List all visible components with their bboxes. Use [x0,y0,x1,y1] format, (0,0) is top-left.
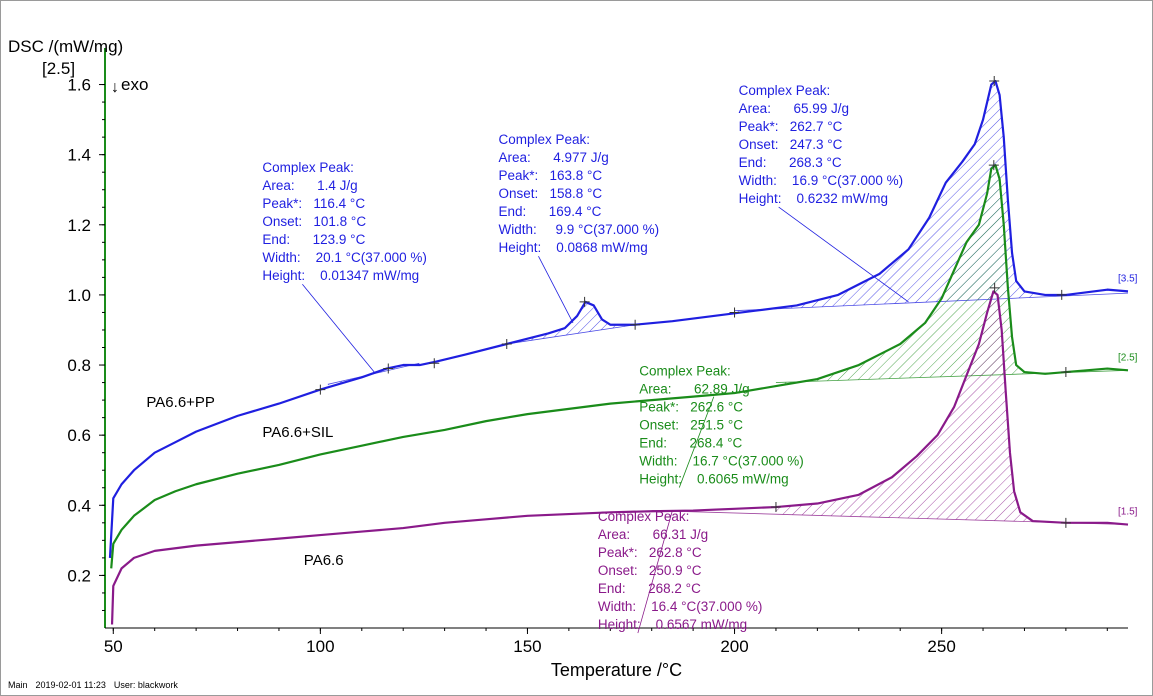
peak-marker [315,384,326,395]
annotation-line: Width: 16.4 °C(37.000 %) [598,599,762,614]
annotation-line: Area: 65.99 J/g [739,101,849,116]
annotation-line: End: 268.3 °C [739,155,842,170]
peak-marker [989,76,1000,87]
annotation-line: Width: 20.1 °C(37.000 %) [262,250,426,265]
annotation-line: Area: 1.4 J/g [262,178,357,193]
annotation-line: Width: 16.9 °C(37.000 %) [739,173,903,188]
footer-user: User: blackwork [113,680,178,690]
peak-marker [729,307,740,318]
annotation-line: Width: 16.7 °C(37.000 %) [639,454,803,469]
peak-marker [988,160,999,171]
annotation-line: Area: 62.89 J/g [639,382,749,397]
annotation-line: Peak*: 163.8 °C [498,168,602,183]
x-tick-label: 150 [513,637,541,656]
footer-datetime: 2019-02-01 11:23 [35,680,106,690]
peak-marker [429,358,440,369]
y-axis-label: DSC /(mW/mg) [8,37,123,56]
curve-label: PA6.6+PP [146,394,215,411]
y-tick-label: 0.4 [67,496,91,515]
annotation-line: Height: 0.6232 mW/mg [739,191,888,206]
peak-marker [383,363,394,374]
annotation-line: Onset: 101.8 °C [262,214,366,229]
peak-marker [501,339,512,349]
x-axis-label: Temperature /°C [551,660,682,680]
annotation-leader [637,510,673,634]
annotation-line: End: 268.2 °C [598,581,701,596]
series-line [108,79,1129,558]
y-tick-label: 1.2 [67,216,91,235]
series-end-tag: [2.5] [1118,352,1138,363]
annotation-line: Complex Peak: [498,132,590,147]
annotation-leader [302,283,375,373]
x-tick-label: 100 [306,637,334,656]
peak-baseline [734,292,1129,312]
annotation-leader [778,206,909,303]
annotation-line: End: 169.4 °C [498,204,601,219]
exo-label: exo [121,75,148,94]
annotation-line: End: 268.4 °C [639,436,742,451]
exo-arrow: ↓ [111,79,119,96]
curve-label: PA6.6 [304,552,344,569]
annotation-line: Width: 9.9 °C(37.000 %) [498,222,659,237]
annotation-line: Onset: 251.5 °C [639,418,743,433]
annotation-line: Complex Peak: [739,83,831,98]
annotation-line: Onset: 250.9 °C [598,563,702,578]
peak-area-hatch [734,81,1033,314]
annotation-line: Peak*: 262.7 °C [739,119,843,134]
curve-label: PA6.6+SIL [262,424,333,441]
annotation-line: Height: 0.0868 mW/mg [498,240,647,255]
annotation-line: Onset: 247.3 °C [739,137,843,152]
annotation-line: Peak*: 262.6 °C [639,400,743,415]
peak-marker [1060,367,1071,378]
peak-marker [1060,517,1071,528]
y-tick-label: 1.0 [67,286,91,305]
status-footer: Main 2019-02-01 11:23 User: blackwork [8,680,186,690]
peak-marker [630,319,641,330]
annotation-leader [538,255,574,324]
annotation-line: Complex Peak: [262,160,354,175]
annotation-line: Height: 0.6567 mW/mg [598,617,747,632]
y-tick-label: 1.4 [67,146,91,165]
peak-marker [1056,289,1067,300]
annotation-line: Height: 0.01347 mW/mg [262,268,419,283]
annotation-line: Peak*: 262.8 °C [598,545,702,560]
peak-marker [770,502,781,513]
annotation-line: Peak*: 116.4 °C [262,196,365,211]
annotation-line: Complex Peak: [598,509,690,524]
peak-baseline [506,324,636,345]
annotation-line: Area: 4.977 J/g [498,150,608,165]
series-line [110,164,1129,569]
series-line [110,290,1129,625]
y-tick-label: 0.6 [67,426,91,445]
y-tick-label: 0.2 [67,566,91,585]
series-end-tag: [1.5] [1118,507,1138,518]
x-tick-label: 200 [720,637,748,656]
annotation-leader [678,396,715,488]
annotation-line: Onset: 158.8 °C [498,186,602,201]
footer-mode: Main [8,680,28,690]
annotation-line: End: 123.9 °C [262,232,365,247]
x-tick-label: 250 [927,637,955,656]
peak-marker [579,296,590,307]
peak-area-hatch [775,291,1033,522]
y-tick-label: 0.8 [67,356,91,375]
peak-marker [989,282,1000,293]
y-scale-bracket: [2.5] [42,59,75,78]
annotation-line: Complex Peak: [639,364,731,379]
x-tick-label: 50 [104,637,123,656]
annotation-line: Height: 0.6065 mW/mg [639,472,788,487]
annotation-line: Area: 66.31 J/g [598,527,708,542]
peak-area-hatch [775,165,1033,387]
y-tick-label: 1.6 [67,76,91,95]
series-end-tag: [3.5] [1118,273,1138,284]
